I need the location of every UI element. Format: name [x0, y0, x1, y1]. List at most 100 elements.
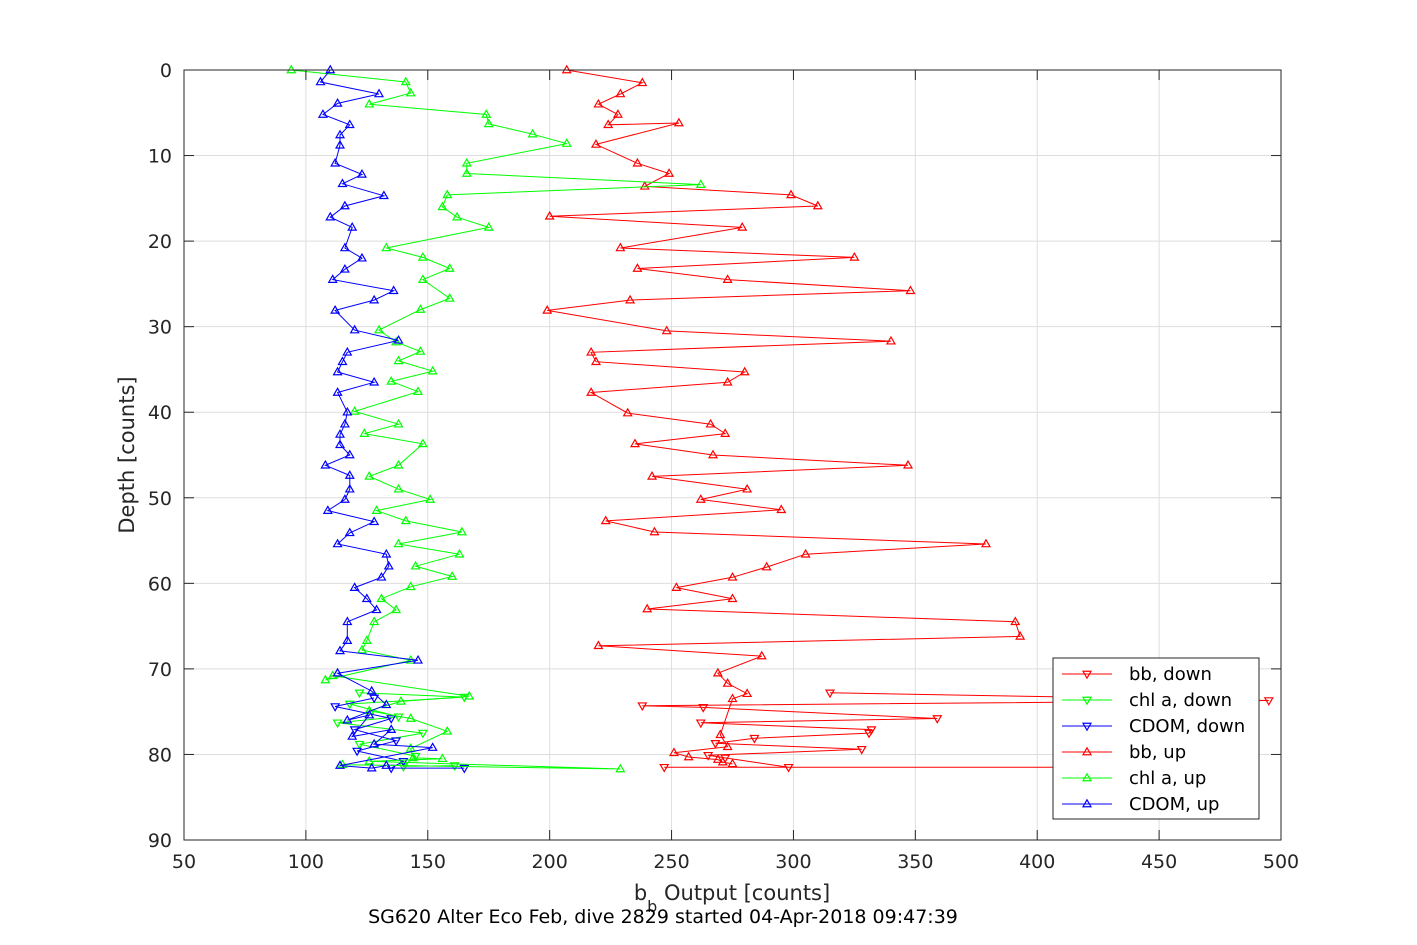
data-point [386, 376, 397, 385]
data-point [393, 418, 404, 428]
data-point [442, 725, 453, 735]
data-point [427, 742, 438, 751]
data-point [705, 418, 716, 428]
data-point [393, 483, 404, 493]
data-point [342, 616, 353, 626]
data-point [727, 693, 738, 703]
data-point [393, 713, 404, 723]
x-axis-label-rest: Output [counts] [657, 881, 830, 905]
legend-entry: chl a, up [1062, 768, 1206, 789]
x-tick-label: 300 [775, 851, 811, 873]
data-point [461, 157, 472, 167]
data-point [461, 168, 472, 177]
data-point [668, 747, 680, 757]
data-point [339, 494, 350, 503]
legend-entry: chl a, down [1062, 690, 1232, 711]
data-point [327, 274, 338, 283]
data-point [649, 526, 660, 536]
data-point [447, 571, 458, 580]
data-point [320, 674, 331, 684]
data-point [330, 703, 341, 712]
data-point [1263, 697, 1274, 706]
data-point [615, 88, 626, 98]
data-point [364, 98, 375, 108]
data-point [417, 251, 428, 261]
data-point [452, 211, 463, 221]
x-tick-label: 250 [653, 851, 689, 873]
data-point [695, 494, 706, 503]
data-point [442, 189, 453, 199]
data-point [347, 731, 358, 740]
data-point [561, 64, 572, 74]
data-point [366, 762, 377, 772]
y-tick-label: 20 [148, 231, 172, 253]
data-point [561, 138, 572, 147]
data-point [749, 734, 760, 744]
data-point [776, 504, 787, 514]
y-tick-label: 50 [148, 488, 172, 510]
data-point [412, 654, 424, 664]
data-point [483, 118, 494, 128]
data-point [727, 571, 738, 581]
data-point [661, 325, 672, 335]
data-point [337, 178, 348, 188]
data-point [332, 387, 343, 396]
data-point [332, 667, 343, 677]
data-point [727, 593, 738, 603]
data-point [381, 242, 392, 252]
x-tick-label: 500 [1263, 851, 1299, 873]
data-point [603, 119, 614, 129]
data-point [400, 515, 411, 525]
legend-label: chl a, up [1129, 768, 1206, 789]
series-line [291, 69, 701, 770]
legend-label: CDOM, down [1129, 716, 1245, 737]
data-point [386, 724, 397, 733]
data-point [391, 604, 402, 614]
data-point [322, 505, 333, 514]
data-point [586, 387, 597, 396]
data-point [356, 168, 367, 178]
legend-entry: CDOM, up [1062, 794, 1219, 815]
data-point [344, 119, 355, 129]
data-point [722, 741, 733, 751]
data-point [349, 582, 360, 591]
data-point [783, 763, 794, 773]
series-line [547, 69, 1021, 765]
data-point [393, 538, 404, 548]
data-point [347, 222, 358, 231]
data-point [369, 294, 380, 304]
data-point [371, 604, 382, 614]
data-point [695, 719, 706, 729]
data-point [342, 406, 353, 416]
data-point [483, 222, 494, 231]
data-point [386, 715, 397, 724]
data-point [722, 376, 733, 386]
legend-label: bb, down [1129, 664, 1212, 685]
data-point [369, 616, 380, 626]
y-tick-label: 10 [148, 146, 172, 168]
data-point [408, 752, 419, 762]
x-axis-label-main: b [634, 881, 647, 905]
data-point [405, 87, 416, 97]
series-line [642, 692, 1269, 768]
legend-marker [1081, 772, 1093, 782]
data-point [369, 738, 380, 748]
data-point [325, 64, 336, 74]
data-point [349, 405, 360, 415]
data-point [800, 548, 811, 558]
data-point [863, 729, 875, 739]
y-tick-label: 0 [160, 60, 172, 82]
legend-box [1052, 657, 1260, 820]
data-point [593, 98, 604, 108]
legend-marker [1081, 722, 1093, 732]
data-point [824, 689, 836, 699]
data-point [417, 438, 428, 448]
data-point [334, 439, 346, 449]
data-point [286, 64, 297, 74]
data-point [427, 365, 438, 375]
data-point [342, 714, 353, 724]
data-point [361, 593, 372, 603]
y-tick-label: 40 [148, 402, 172, 424]
data-point [727, 758, 738, 768]
legend-marker [1081, 696, 1093, 706]
